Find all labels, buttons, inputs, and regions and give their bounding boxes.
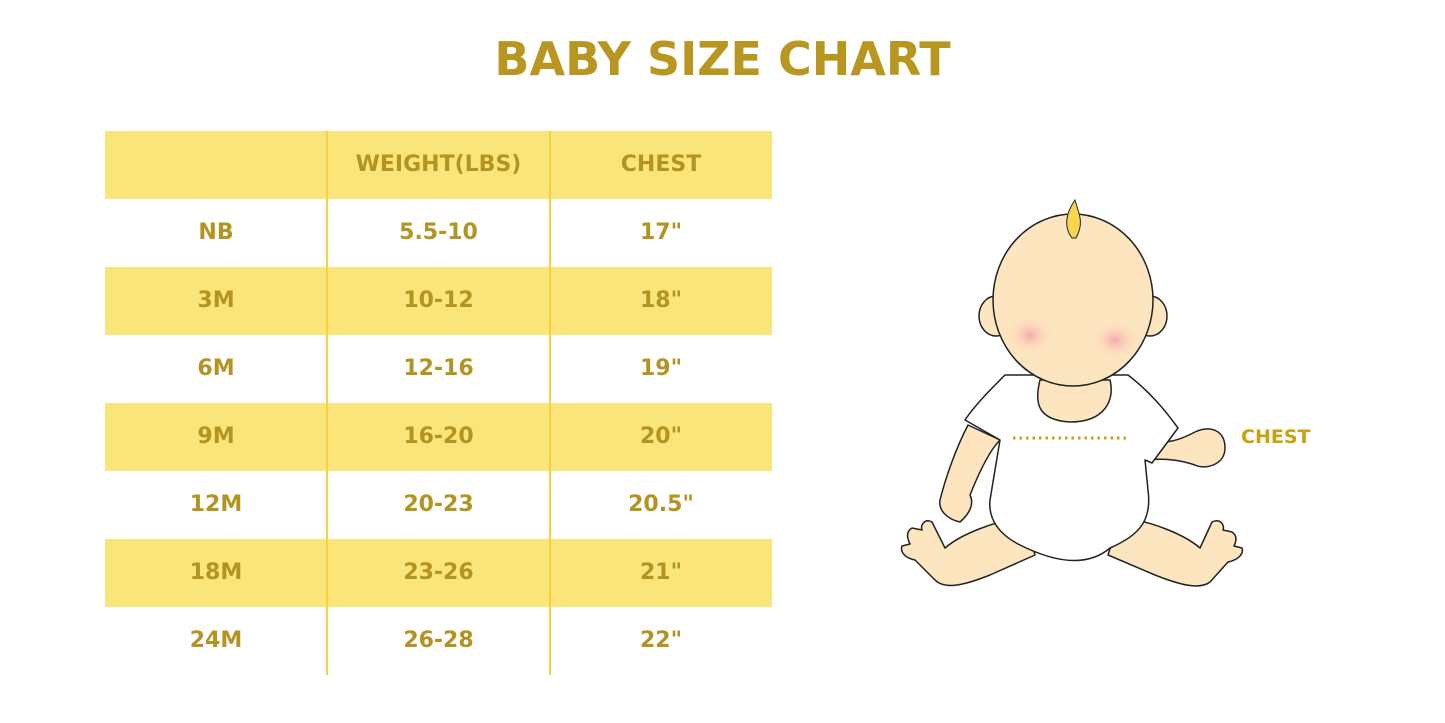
weight-cell: 20-23 [403, 492, 474, 517]
weight-cell: 5.5-10 [399, 220, 478, 245]
table-row: NB 5.5-10 17" [105, 199, 772, 267]
chest-cell: 21" [639, 560, 683, 585]
table-row: 6M 12-16 19" [105, 335, 772, 403]
head [992, 213, 1154, 387]
left-arm [939, 424, 1001, 523]
size-cell: 12M [189, 492, 243, 517]
chest-cell: 20.5" [628, 492, 694, 517]
size-cell: 3M [197, 288, 235, 313]
weight-cell: 12-16 [403, 356, 474, 381]
chest-cell: 20" [639, 424, 683, 449]
weight-cell: 10-12 [403, 288, 474, 313]
size-cell: NB [198, 220, 234, 245]
weight-cell: 16-20 [403, 424, 474, 449]
hair-curl-icon [1066, 198, 1081, 239]
table-row: 24M 26-28 22" [105, 607, 772, 675]
chest-label: CHEST [1241, 426, 1311, 448]
size-cell: 9M [197, 424, 235, 449]
size-table: WEIGHT(LBS) CHEST NB 5.5-10 17" 3M 10-12… [105, 131, 772, 675]
size-cell: 24M [189, 628, 243, 653]
right-cheek [1090, 320, 1140, 360]
chest-cell: 18" [639, 288, 683, 313]
table-row: 3M 10-12 18" [105, 267, 772, 335]
neck [1036, 379, 1112, 423]
table-row: 12M 20-23 20.5" [105, 471, 772, 539]
weight-cell: 26-28 [403, 628, 474, 653]
table-header-row: WEIGHT(LBS) CHEST [105, 131, 772, 199]
column-divider [549, 131, 551, 675]
column-divider [326, 131, 328, 675]
table-row: 18M 23-26 21" [105, 539, 772, 607]
header-chest: CHEST [620, 152, 702, 177]
table-row: 9M 16-20 20" [105, 403, 772, 471]
left-cheek [1005, 315, 1055, 355]
weight-cell: 23-26 [403, 560, 474, 585]
header-weight: WEIGHT(LBS) [355, 152, 522, 177]
chest-cell: 17" [639, 220, 683, 245]
page-title: BABY SIZE CHART [494, 32, 951, 86]
right-leg [1107, 517, 1244, 587]
size-cell: 18M [189, 560, 243, 585]
chest-cell: 19" [639, 356, 683, 381]
size-cell: 6M [197, 356, 235, 381]
onesie [964, 374, 1179, 562]
chest-cell: 22" [639, 628, 683, 653]
right-arm-fist [1144, 428, 1226, 468]
left-leg [900, 517, 1036, 587]
